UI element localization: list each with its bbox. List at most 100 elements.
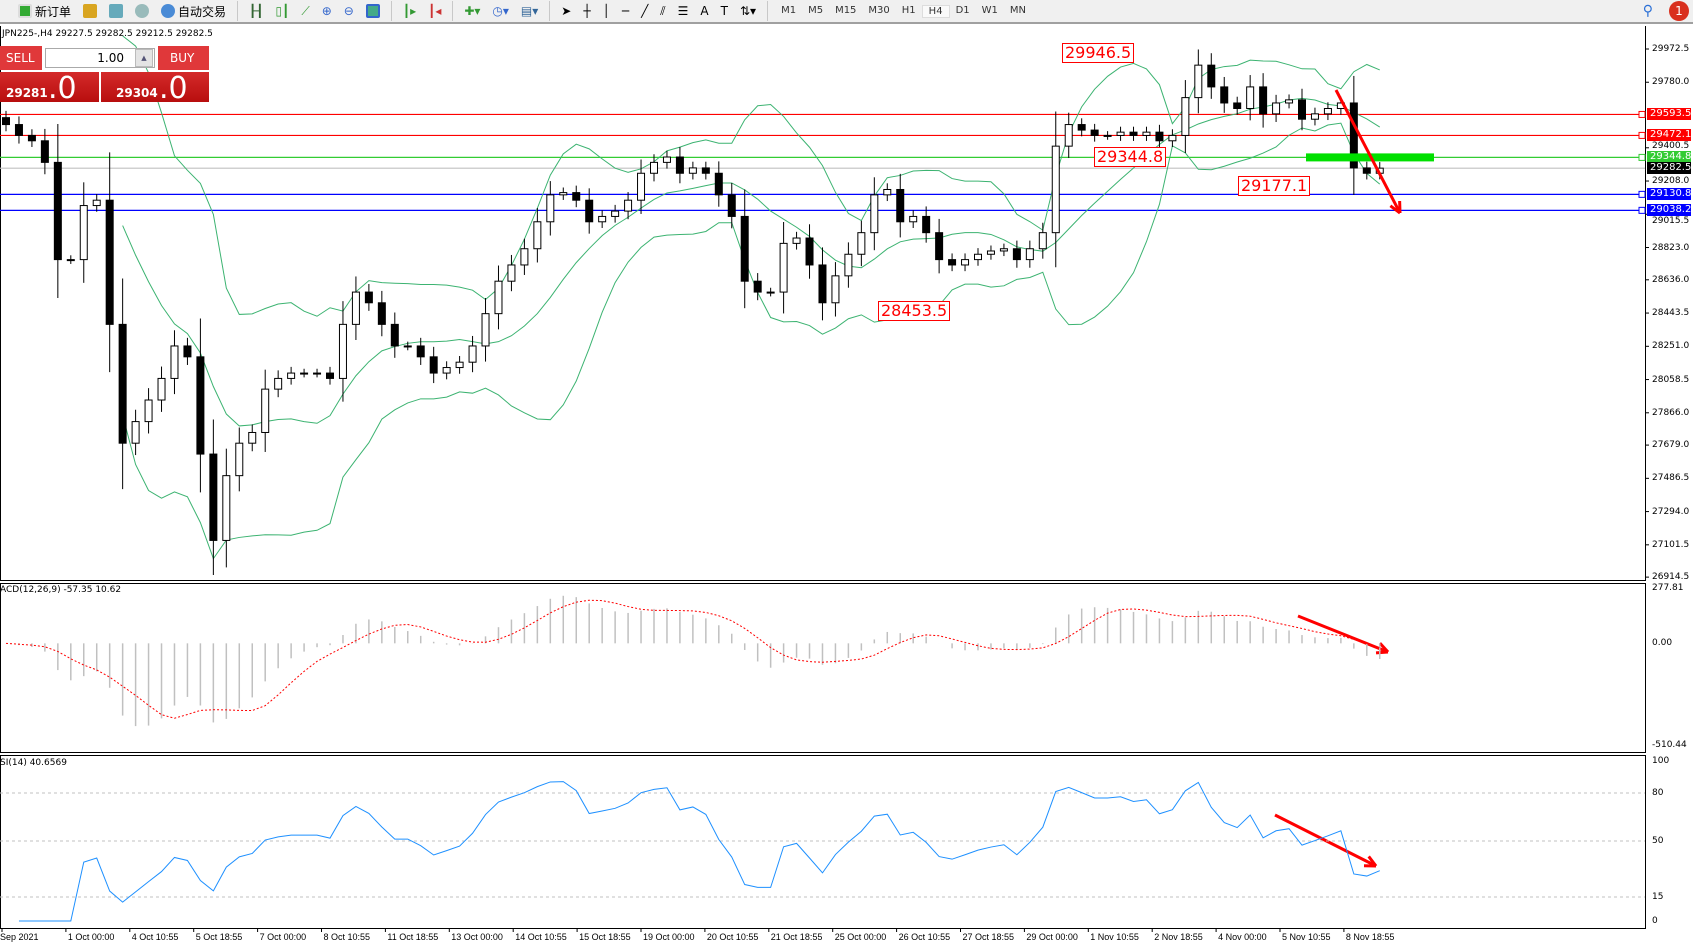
candle — [559, 187, 568, 200]
price-annotation[interactable]: 28453.5 — [878, 301, 951, 322]
price-tick: 29972.5 — [1652, 44, 1690, 54]
price-annotation[interactable]: 29344.8 — [1094, 147, 1167, 168]
candle — [351, 276, 360, 340]
lots-increase-button[interactable]: ▲ — [135, 49, 153, 67]
timeframe-h4[interactable]: H4 — [921, 4, 950, 18]
price-pane — [0, 26, 1646, 581]
timeframe-m15[interactable]: M15 — [835, 4, 857, 16]
rsi-tick: 100 — [1652, 756, 1670, 766]
bollinger-lower — [122, 122, 1381, 560]
channel-button[interactable]: ⫽ — [656, 1, 669, 21]
line-handle[interactable] — [1638, 190, 1646, 198]
candle — [1310, 107, 1319, 126]
candle — [935, 218, 944, 274]
buy-price[interactable]: 29304.0 — [101, 71, 209, 106]
text-icon: A — [700, 4, 709, 18]
timeframe-m1[interactable]: M1 — [781, 4, 797, 16]
candle — [222, 448, 231, 568]
candle — [183, 337, 192, 365]
trend-arrow[interactable] — [1334, 89, 1402, 214]
time-label: 7 Oct 00:00 — [259, 932, 307, 942]
bar-chart-button[interactable]: ┠┨ — [245, 1, 267, 21]
cursor-button[interactable]: ➤ — [557, 1, 575, 21]
chart-area[interactable] — [0, 26, 1693, 943]
candle — [416, 337, 425, 365]
indicators-button[interactable]: ✚▾ — [460, 1, 484, 21]
time-label: 11 Oct 18:55 — [387, 932, 439, 942]
templates-button[interactable]: ▤▾ — [517, 1, 542, 21]
price-annotation[interactable]: 29946.5 — [1062, 43, 1135, 64]
lots-input[interactable]: 1.00 — [45, 48, 155, 68]
rsi-trend-arrow[interactable] — [1274, 813, 1377, 868]
navigator-button[interactable] — [105, 1, 127, 21]
text-button[interactable]: A — [696, 1, 712, 21]
line-handle[interactable] — [1638, 206, 1646, 214]
candle — [14, 116, 23, 144]
buy-button[interactable]: BUY — [158, 46, 209, 70]
sell-price[interactable]: 29281.0 — [0, 71, 99, 106]
price-tag: 29472.1 — [1647, 129, 1691, 141]
candle — [961, 253, 970, 272]
macd-trend-arrow-head — [1375, 650, 1389, 655]
candle — [611, 204, 620, 223]
price-tick: 29400.5 — [1652, 141, 1690, 151]
text-label-button[interactable]: T — [717, 1, 732, 21]
time-label: 5 Nov 10:55 — [1282, 932, 1331, 942]
rsi-pane — [0, 755, 1646, 929]
trendline-button[interactable]: ╱ — [637, 1, 652, 21]
vertical-line-button[interactable]: │ — [599, 1, 614, 21]
time-label: 4 Nov 00:00 — [1218, 932, 1267, 942]
candle — [468, 335, 477, 373]
timeframe-d1[interactable]: D1 — [955, 4, 970, 16]
notification-badge[interactable]: 1 — [1669, 1, 1689, 21]
fibonacci-button[interactable]: ☰ — [674, 1, 693, 21]
signals-button[interactable] — [131, 1, 153, 21]
macd-tick: 277.81 — [1652, 583, 1684, 593]
price-annotation[interactable]: 29177.1 — [1238, 176, 1311, 197]
auto-scroll-button[interactable]: ┃▸ — [399, 1, 420, 21]
candlestick-icon: ▯┃ — [275, 4, 290, 18]
channel-icon: ⫽ — [660, 3, 666, 18]
candle — [261, 369, 270, 452]
auto-trading-button[interactable]: 自动交易 — [157, 1, 230, 21]
candle — [870, 177, 879, 251]
horizontal-line-button[interactable]: ─ — [618, 1, 633, 21]
search-icon[interactable]: ⚲ — [1642, 3, 1653, 19]
cursor-icon: ➤ — [561, 4, 572, 18]
line-handle[interactable] — [1638, 110, 1646, 118]
arrows-button[interactable]: ⇅▾ — [736, 1, 760, 21]
tile-windows-button[interactable] — [362, 1, 384, 21]
timeframe-h1[interactable]: H1 — [901, 4, 916, 16]
candle — [1207, 53, 1216, 99]
rsi-trend-arrow-head — [1367, 855, 1378, 867]
timeframe-m5[interactable]: M5 — [808, 4, 824, 16]
candle — [287, 366, 296, 385]
time-label: Sep 2021 — [0, 932, 39, 942]
candle — [1181, 80, 1190, 153]
timeframe-mn[interactable]: MN — [1009, 4, 1026, 16]
sell-button[interactable]: SELL — [0, 46, 42, 70]
candlestick-button[interactable]: ▯┃ — [271, 1, 293, 21]
zoom-in-button[interactable]: ⊕ — [318, 1, 336, 21]
candle — [1220, 76, 1229, 113]
time-label: 27 Oct 18:55 — [962, 932, 1015, 942]
timeframe-m30[interactable]: M30 — [868, 4, 890, 16]
crosshair-button[interactable]: ┼ — [579, 1, 594, 21]
horizontal-line-icon: ─ — [621, 4, 630, 18]
price-tick: 29015.5 — [1652, 216, 1690, 226]
macd-trend-arrow[interactable] — [1297, 614, 1389, 654]
time-label: 13 Oct 00:00 — [451, 932, 503, 942]
chart-shift-button[interactable]: ┃◂ — [424, 1, 445, 21]
template-icon: ▤▾ — [520, 4, 539, 18]
timeframe-w1[interactable]: W1 — [981, 4, 998, 16]
periods-button[interactable]: ◷▾ — [488, 1, 513, 21]
price-tick: 29780.0 — [1652, 77, 1690, 87]
line-handle[interactable] — [1638, 131, 1646, 139]
price-tag: 29344.8 — [1647, 151, 1691, 163]
zoom-out-button[interactable]: ⊖ — [340, 1, 358, 21]
line-handle[interactable] — [1638, 153, 1646, 161]
market-watch-button[interactable] — [79, 1, 101, 21]
line-chart-button[interactable]: ⟋ — [297, 1, 313, 21]
candle — [105, 152, 114, 373]
new-order-button[interactable]: 新订单 — [14, 1, 75, 21]
